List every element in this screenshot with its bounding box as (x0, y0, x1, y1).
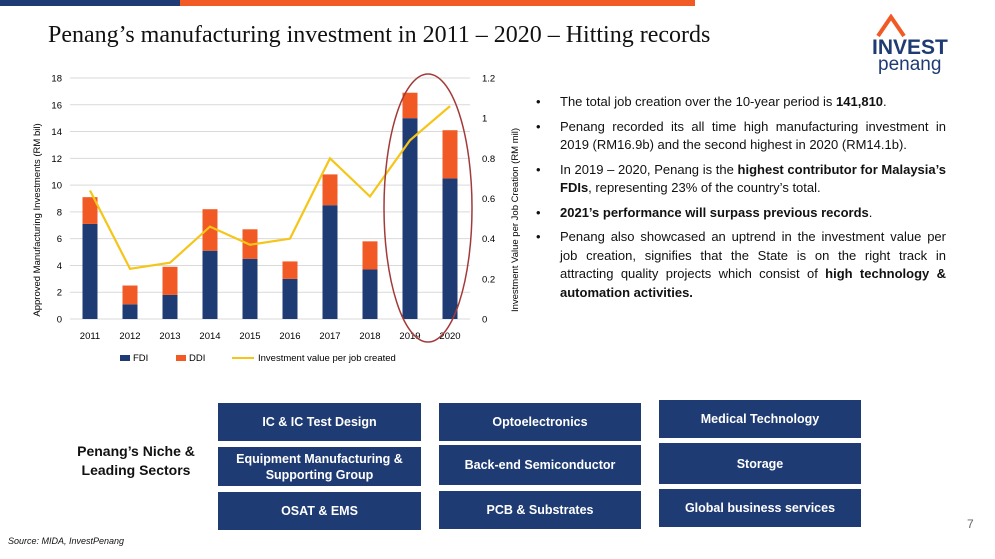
logo-mark-icon (876, 14, 906, 38)
sector-global-business-services: Global business services (659, 489, 861, 527)
bullet-text: Penang recorded its all time high manufa… (560, 118, 946, 153)
y-tick-label: 12 (51, 154, 62, 165)
y-tick-label: 8 (57, 207, 62, 218)
sector-ic-test-design: IC & IC Test Design (218, 403, 421, 441)
sector-back-end-semiconductor: Back-end Semiconductor (439, 445, 641, 485)
y-tick-label: 16 (51, 100, 62, 111)
x-tick-label: 2011 (80, 331, 100, 342)
bullet-bold-text: 141,810 (836, 94, 884, 109)
y2-tick-label: 0.2 (482, 274, 495, 285)
legend-swatch-ddi (176, 355, 186, 361)
bullet-text: , representing 23% of the country’s tota… (588, 180, 821, 195)
y-tick-label: 2 (57, 288, 62, 299)
bar-fdi-2020 (442, 178, 458, 319)
page-number: 7 (967, 517, 974, 531)
x-tick-label: 2015 (239, 331, 260, 342)
chart-legend: FDI DDI Investment value per job created (120, 353, 396, 364)
x-tick-label: 2018 (359, 331, 380, 342)
sector-osat-ems: OSAT & EMS (218, 492, 421, 530)
bullet-list: The total job creation over the 10-year … (536, 93, 946, 308)
x-tick-label: 2013 (159, 331, 180, 342)
y2-tick-label: 0.8 (482, 154, 495, 165)
y2-tick-label: 0 (482, 315, 487, 326)
y-tick-label: 14 (51, 127, 62, 138)
legend-label: DDI (189, 353, 205, 364)
bullet-text: . (883, 94, 887, 109)
bar-ddi-2020 (442, 130, 458, 179)
sector-pcb-substrates: PCB & Substrates (439, 491, 641, 529)
bullet-text: In 2019 – 2020, Penang is the (560, 161, 738, 177)
x-tick-label: 2016 (279, 331, 300, 342)
sector-optoelectronics: Optoelectronics (439, 403, 641, 441)
top-accent-bar-orange (180, 0, 695, 6)
bullet-bold-text: high technology & automation activities. (560, 266, 946, 300)
bar-ddi-2012 (122, 285, 138, 305)
source-note: Source: MIDA, InvestPenang (8, 536, 125, 546)
legend-label: FDI (133, 353, 148, 364)
niche-sectors-label: Penang’s Niche & Leading Sectors (77, 443, 195, 478)
legend-label: Investment value per job created (258, 353, 396, 364)
bar-ddi-2011 (82, 197, 98, 224)
bar-fdi-2016 (282, 278, 298, 319)
bullet-item: The total job creation over the 10-year … (536, 93, 946, 112)
sector-storage: Storage (659, 443, 861, 484)
line-investment-per-job (89, 105, 451, 270)
bullet-text: Penang also showcased an uptrend in the … (560, 229, 946, 281)
bar-ddi-2016 (282, 261, 298, 279)
y2-tick-label: 1 (482, 114, 487, 125)
bullet-item: Penang recorded its all time high manufa… (536, 118, 946, 155)
investment-chart: 0 2 4 6 8 10 12 14 16 18 0 0.2 0.4 0.6 0.8 1 1.2 2011 2012… (32, 73, 520, 364)
legend-swatch-fdi (120, 355, 130, 361)
bar-fdi-2017 (322, 205, 338, 319)
x-tick-label: 2014 (199, 331, 220, 342)
y-axis-label: Approved Manufacturing Investments (RM b… (32, 123, 43, 316)
bar-ddi-2019 (402, 92, 418, 119)
y2-tick-label: 1.2 (482, 74, 495, 85)
bullet-text: The total job creation over the 10-year … (560, 94, 837, 109)
bar-fdi-2012 (122, 304, 138, 319)
top-accent-bar-blue (0, 0, 180, 6)
bar-fdi-2014 (202, 250, 218, 319)
y2-axis-label: Investment Value per Job Creation (RM mi… (510, 128, 520, 312)
y-tick-label: 18 (51, 74, 62, 85)
bar-fdi-2015 (242, 258, 258, 319)
y-tick-label: 0 (57, 315, 62, 326)
y2-tick-label: 0.4 (482, 234, 495, 245)
x-tick-label: 2017 (319, 331, 340, 342)
bar-ddi-2014 (202, 209, 218, 251)
sector-medical-technology: Medical Technology (659, 400, 861, 438)
y2-tick-label: 0.6 (482, 194, 495, 205)
logo-text-invest: INVEST (872, 36, 948, 59)
y-tick-label: 4 (57, 261, 62, 272)
bar-fdi-2011 (82, 223, 98, 319)
x-tick-label: 2020 (439, 331, 460, 342)
bar-ddi-2013 (162, 266, 178, 295)
y-tick-label: 10 (51, 181, 62, 192)
y-tick-label: 6 (57, 234, 62, 245)
highlight-ellipse (383, 73, 473, 343)
bar-fdi-2013 (162, 294, 178, 319)
x-tick-label: 2012 (119, 331, 140, 342)
logo-text-penang: penang (878, 54, 942, 75)
bullet-item: Penang also showcased an uptrend in the … (536, 228, 946, 302)
bullet-item: 2021’s performance will surpass previous… (536, 204, 946, 223)
slide-title: Penang’s manufacturing investment in 201… (48, 22, 711, 48)
bar-ddi-2018 (362, 241, 378, 270)
sector-equipment-manufacturing: Equipment Manufacturing & Supporting Gro… (218, 447, 421, 486)
bullet-bold-text: 2021’s performance will surpass previous… (560, 204, 869, 220)
bar-fdi-2019 (402, 118, 418, 319)
x-tick-label: 2019 (399, 331, 420, 342)
bar-fdi-2018 (362, 269, 378, 319)
bullet-text: . (868, 204, 873, 220)
bar-ddi-2017 (322, 174, 338, 206)
invest-penang-logo: INVEST penang (868, 14, 963, 76)
bullet-bold-text: highest contributor for Malaysia’s FDIs (560, 161, 946, 196)
bullet-item: In 2019 – 2020, Penang is the highest co… (536, 161, 946, 198)
